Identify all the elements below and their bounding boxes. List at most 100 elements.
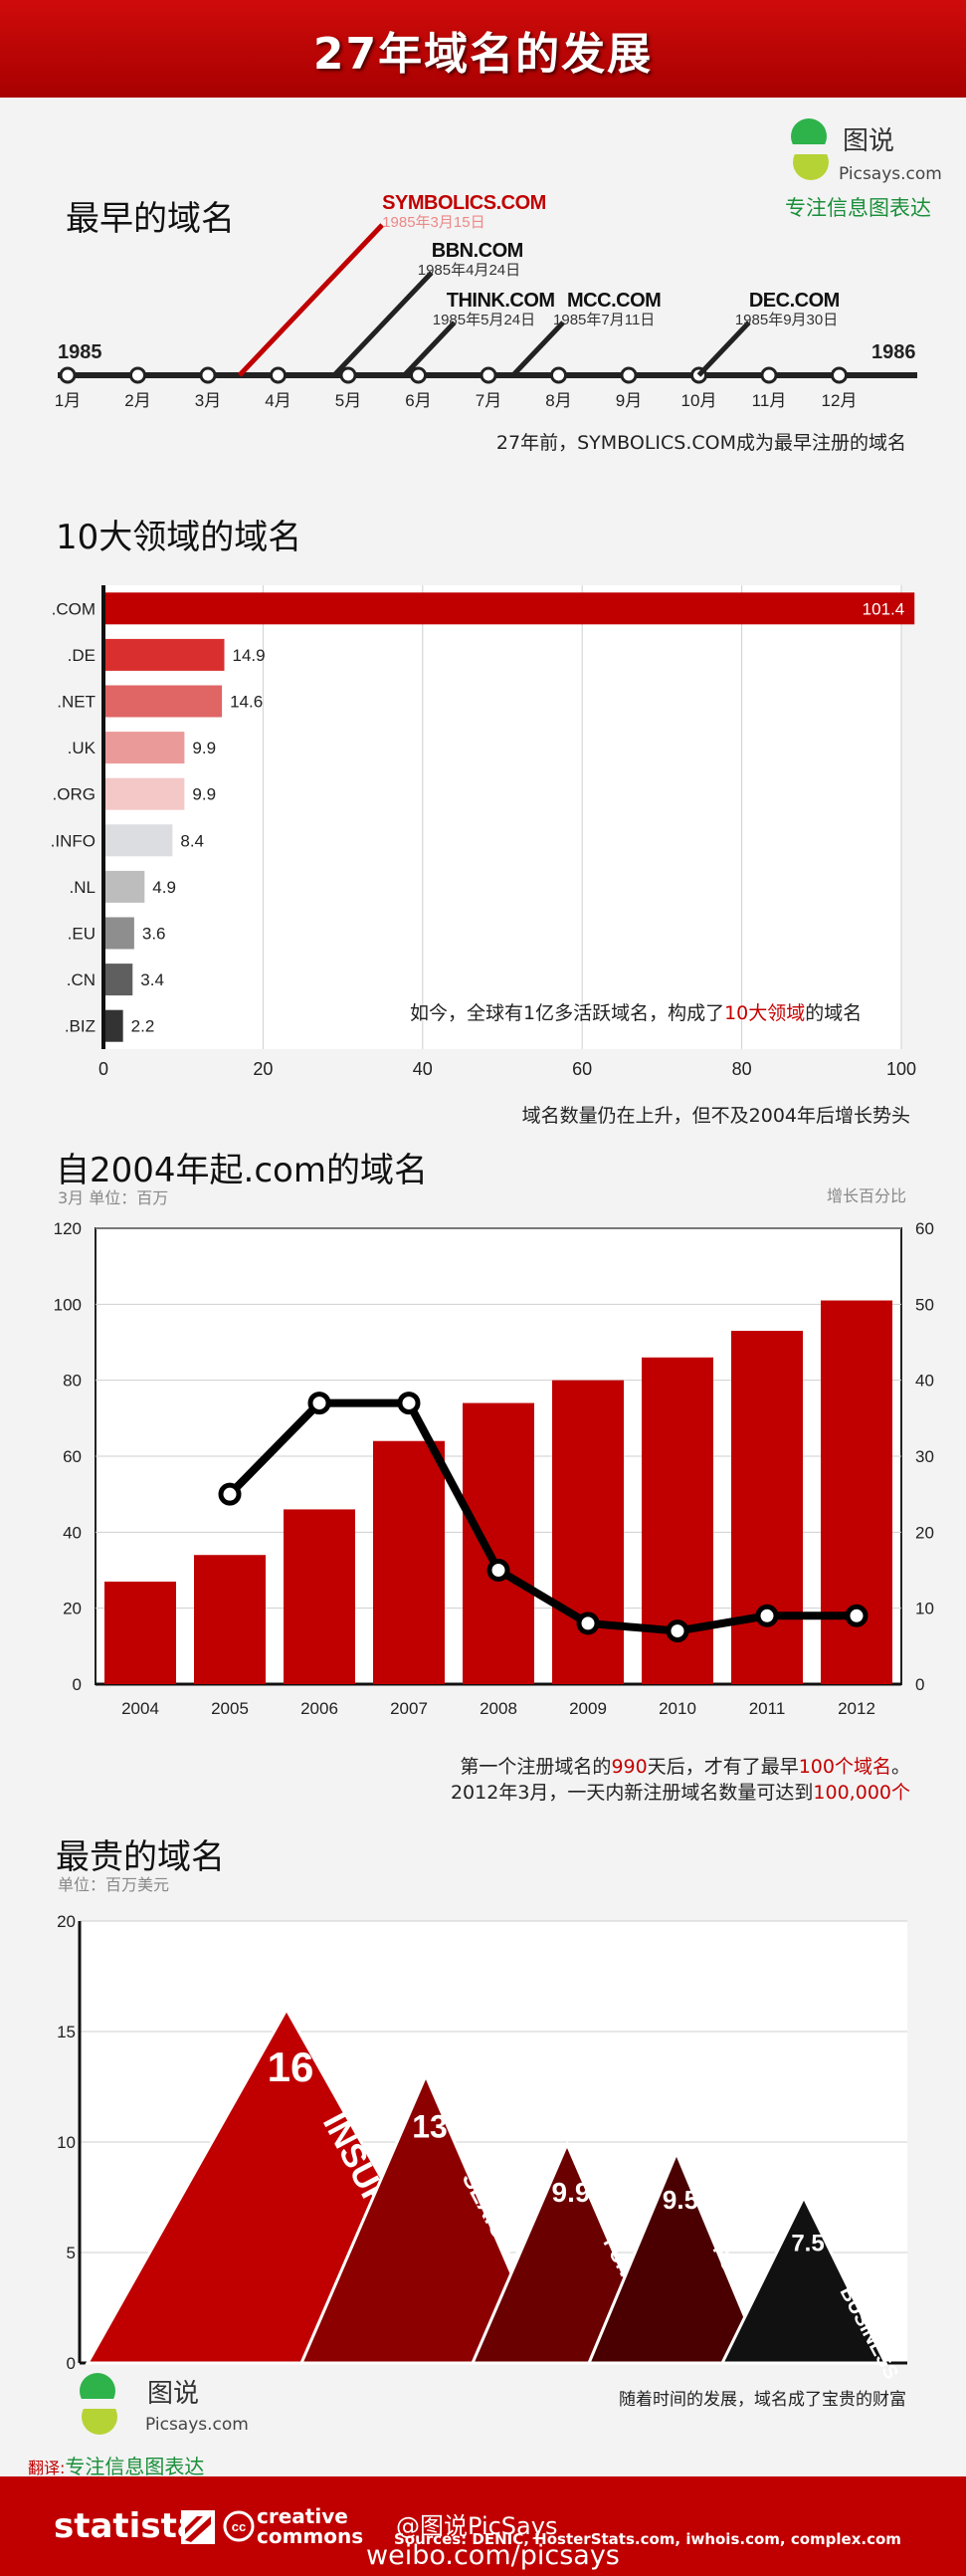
category-label: .DE — [68, 646, 96, 665]
month-dot — [760, 366, 778, 384]
logo: 图说 Picsays.com 专注信息图表达 — [781, 114, 950, 224]
translate-label: 翻译: — [28, 2459, 66, 2477]
triangle-bar — [719, 2194, 888, 2365]
bar — [373, 1440, 445, 1684]
bar — [463, 1402, 534, 1684]
y2-tick-label: 30 — [915, 1447, 934, 1466]
bar — [105, 732, 185, 764]
month-label: 5月 — [335, 391, 361, 410]
month-label: 4月 — [265, 391, 290, 410]
svg-text:cc: cc — [232, 2519, 246, 2534]
x-tick-label: 80 — [732, 1059, 752, 1079]
triangle-bar — [586, 2149, 767, 2365]
bar — [105, 824, 173, 857]
month-dot — [270, 366, 287, 384]
event-line — [332, 271, 434, 377]
growth-note-1d: 100个域名 — [798, 1756, 891, 1778]
y-tick-label: 20 — [63, 1600, 82, 1618]
month-dot — [550, 366, 567, 384]
event-date: 1985年7月11日 — [553, 312, 655, 328]
bottom-logo-name: 图说 — [147, 2379, 200, 2409]
bar-value-label: 3.4 — [140, 970, 164, 989]
expensive-chart: 0510152016INSURE.COM13SEX.COM9.9FUND.COM… — [57, 1912, 926, 2379]
header-banner: 27年域名的发展 — [0, 0, 966, 98]
bar — [105, 870, 145, 903]
month-dot — [129, 366, 146, 384]
top10-note-red: 10大领域 — [724, 1002, 806, 1024]
growth-note-1a: 第一个注册域名的 — [460, 1756, 612, 1778]
line-point — [845, 1604, 869, 1627]
month-label: 11月 — [752, 391, 787, 410]
line-point — [576, 1611, 600, 1635]
bar — [552, 1380, 624, 1684]
month-dot — [620, 366, 638, 384]
growth-note-1e: 。 — [890, 1756, 910, 1778]
line-point — [666, 1619, 689, 1643]
x-tick-label: 2004 — [121, 1699, 159, 1718]
bar — [105, 592, 915, 625]
category-label: .NET — [57, 693, 96, 712]
cc-line-2: commons — [257, 2524, 364, 2548]
bar — [105, 964, 133, 996]
weibo-handle: @图说PicSays — [396, 2512, 558, 2540]
x-tick-label: 0 — [98, 1059, 108, 1079]
bar-value-label: 4.9 — [152, 878, 176, 897]
timeline-note: 27年前，SYMBOLICS.COM成为最早注册的域名 — [495, 432, 906, 454]
y-tick-label: 60 — [63, 1447, 82, 1466]
month-label: 7月 — [476, 391, 501, 410]
top10-note-pre: 如今，全球有1亿多活跃域名，构成了 — [410, 1002, 725, 1024]
month-dot — [480, 366, 497, 384]
expensive-note: 随着时间的发展，域名成了宝贵的财富 — [619, 2390, 906, 2410]
top10-chart: 0 20 40 60 80 100 .COM 101.4 .DE 14.9 .NET 14.6 .UK 9… — [51, 585, 916, 1079]
bar — [105, 777, 185, 810]
month-label: 2月 — [124, 391, 150, 410]
x-tick-label: 100 — [886, 1059, 916, 1079]
category-label: .ORG — [53, 785, 96, 804]
cc-line-1: creative — [257, 2504, 348, 2528]
top10-note: 如今，全球有1亿多活跃域名，构成了10大领域的域名 — [410, 998, 862, 1025]
event-line — [510, 321, 565, 377]
y2-tick-label: 10 — [915, 1600, 934, 1618]
y2-tick-label: 50 — [915, 1295, 934, 1314]
y2-tick-label: 0 — [915, 1675, 924, 1694]
bar-value-label: 3.6 — [142, 925, 166, 944]
logo-tagline: 专注信息图表达 — [785, 196, 931, 220]
event-name: BBN.COM — [432, 240, 523, 262]
x-tick-label: 20 — [253, 1059, 273, 1079]
bar-value-label: 9.9 — [192, 739, 216, 757]
y-tick-label: 5 — [67, 2244, 76, 2262]
footer: statista cc creative commons @图说PicSays … — [0, 2476, 966, 2576]
bottom-logo-site: Picsays.com — [145, 2415, 249, 2435]
event-name: MCC.COM — [567, 290, 661, 312]
bar — [284, 1509, 355, 1684]
plot-background — [103, 585, 901, 1049]
growth-note-2b: 100,000个 — [813, 1782, 910, 1804]
y-tick-label: 120 — [54, 1219, 82, 1238]
event-date: 1985年5月24日 — [433, 312, 535, 328]
bar — [194, 1555, 266, 1684]
logo-name: 图说 — [843, 126, 895, 156]
event-name: THINK.COM — [447, 290, 555, 312]
growth-note-2a: 2012年3月，一天内新注册域名数量可达到 — [450, 1782, 814, 1804]
top10-footnote: 域名数量仍在上升，但不及2004年后增长势头 — [521, 1105, 910, 1127]
x-tick-label: 2006 — [300, 1699, 338, 1718]
bar — [104, 1581, 176, 1684]
bar-value-label: 101.4 — [863, 599, 905, 618]
bar — [731, 1331, 803, 1684]
bar-value-label: 14.9 — [232, 646, 265, 665]
month-label: 1月 — [55, 391, 81, 410]
bar — [105, 685, 223, 718]
logo-site: Picsays.com — [839, 164, 942, 184]
month-label: 10月 — [681, 391, 717, 410]
line-point — [486, 1559, 510, 1582]
x-tick-label: 2008 — [480, 1699, 517, 1718]
x-tick-label: 2012 — [838, 1699, 875, 1718]
bar — [105, 1009, 123, 1042]
x-tick-label: 2009 — [569, 1699, 607, 1718]
category-label: .EU — [68, 925, 96, 944]
y-tick-label: 100 — [54, 1295, 82, 1314]
category-label: .BIZ — [65, 1017, 96, 1036]
x-tick-label: 2007 — [390, 1699, 428, 1718]
bar-value-label: 9.5 — [663, 2185, 698, 2215]
